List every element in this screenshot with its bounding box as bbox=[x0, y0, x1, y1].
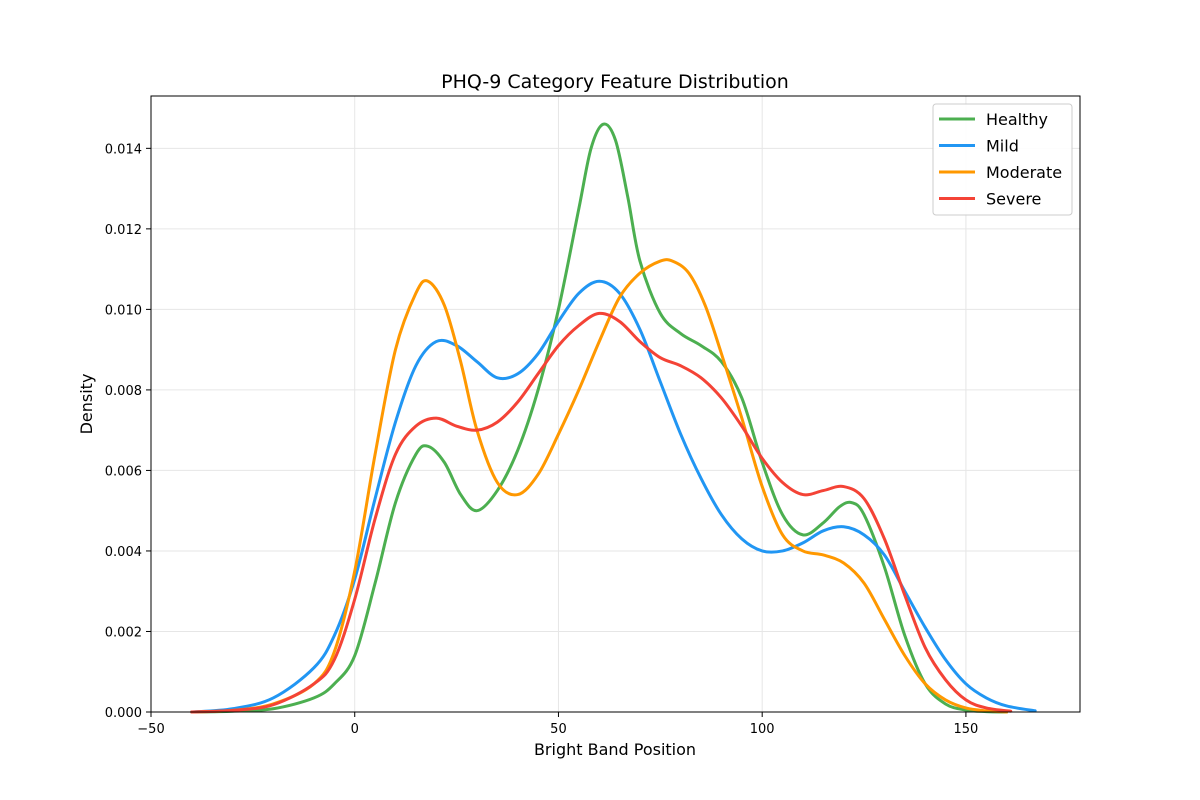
series-lines bbox=[190, 122, 1037, 714]
series-line-severe bbox=[190, 311, 1013, 714]
grid bbox=[150, 96, 1080, 713]
legend: Healthy Mild Moderate Severe bbox=[932, 103, 1073, 216]
y-tick-label: 0.010 bbox=[105, 303, 142, 318]
x-tick-label: 0 bbox=[351, 722, 359, 737]
x-axis-label: Bright Band Position bbox=[534, 740, 696, 759]
axis-ticks: −50 0 50 100 150 0.000 0.002 0.004 0.006 0.008 0.0… bbox=[105, 142, 979, 737]
y-axis-label: Density bbox=[77, 374, 96, 435]
y-tick-label: 0.002 bbox=[105, 625, 142, 640]
y-tick-label: 0.006 bbox=[105, 464, 142, 479]
legend-label-moderate: Moderate bbox=[986, 163, 1062, 182]
legend-box bbox=[932, 103, 1073, 216]
x-tick-label: 100 bbox=[750, 722, 775, 737]
legend-label-mild: Mild bbox=[986, 137, 1019, 156]
y-tick-label: 0.014 bbox=[105, 142, 142, 157]
legend-label-healthy: Healthy bbox=[986, 110, 1048, 129]
x-tick-label: 50 bbox=[550, 722, 567, 737]
x-tick-label: −50 bbox=[137, 722, 164, 737]
y-tick-label: 0.000 bbox=[105, 706, 142, 721]
y-tick-label: 0.004 bbox=[105, 545, 142, 560]
x-tick-label: 150 bbox=[953, 722, 978, 737]
y-tick-label: 0.008 bbox=[105, 384, 142, 399]
legend-label-severe: Severe bbox=[986, 190, 1041, 209]
series-line-healthy bbox=[190, 122, 1009, 714]
plot-area-frame bbox=[150, 95, 1081, 713]
series-line-moderate bbox=[190, 258, 1009, 714]
y-tick-label: 0.012 bbox=[105, 223, 142, 238]
chart-title: PHQ-9 Category Feature Distribution bbox=[441, 71, 789, 93]
